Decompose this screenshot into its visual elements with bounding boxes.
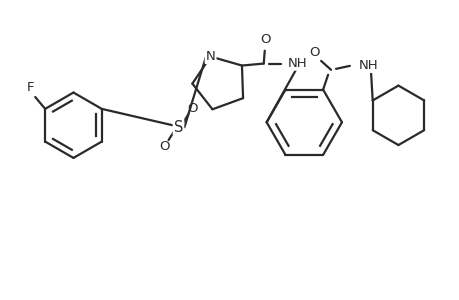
Text: O: O: [260, 33, 270, 46]
Text: O: O: [159, 140, 169, 152]
Text: NH: NH: [358, 59, 378, 72]
Text: O: O: [308, 46, 319, 59]
Text: N: N: [205, 50, 215, 63]
Text: O: O: [187, 102, 197, 115]
Text: S: S: [174, 120, 183, 135]
Text: NH: NH: [287, 57, 307, 70]
Text: F: F: [27, 81, 34, 94]
